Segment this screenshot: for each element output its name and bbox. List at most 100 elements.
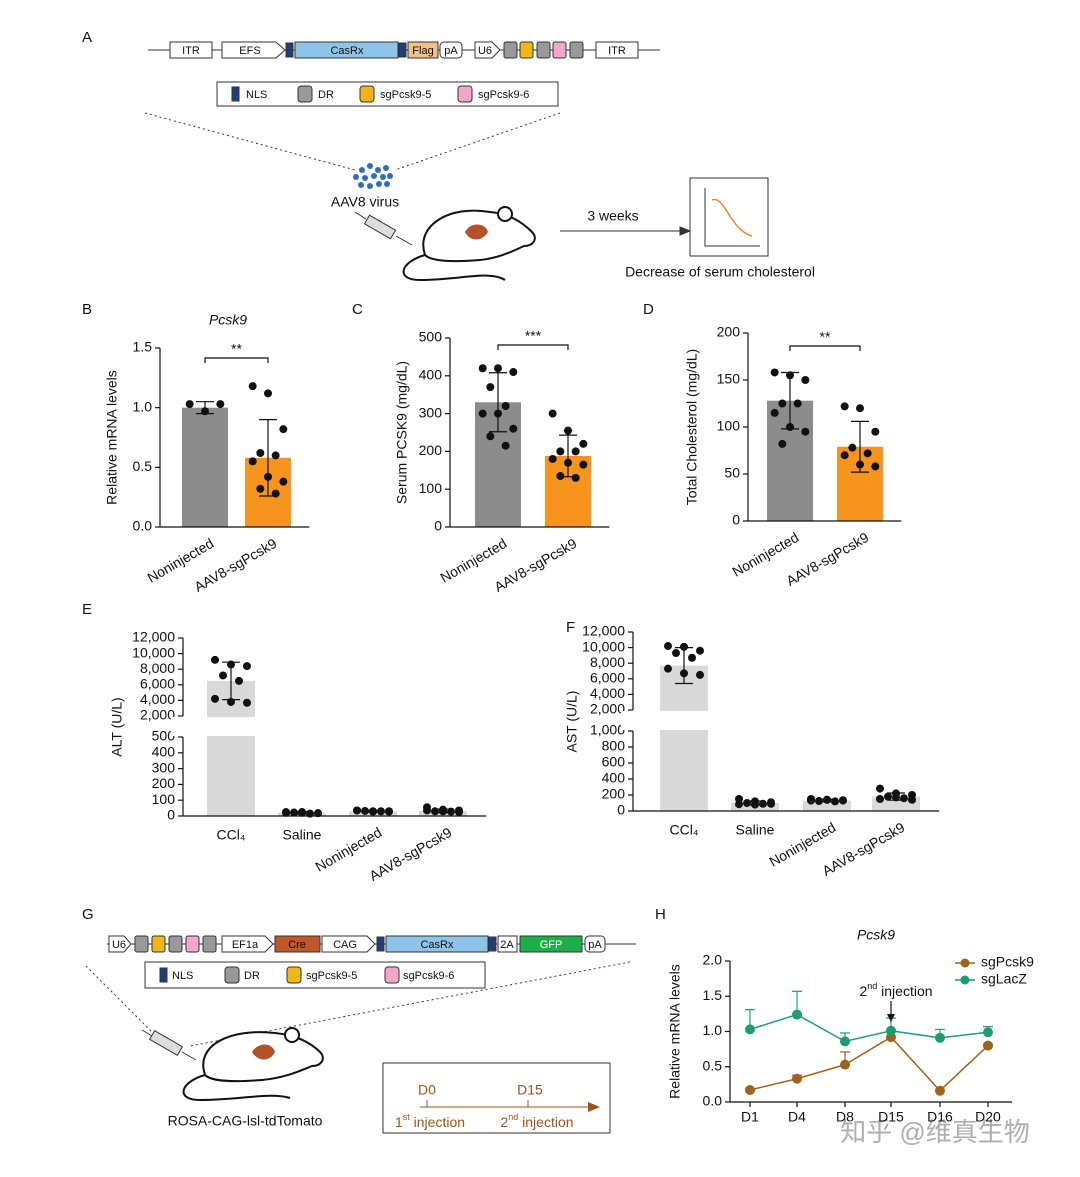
y-axis-label: Serum PCSK9 (mg/dL) (394, 361, 410, 504)
data-point (248, 382, 257, 391)
data-point (840, 1059, 850, 1070)
significance-label: ** (231, 341, 242, 357)
data-point (431, 807, 439, 816)
y-tick-label: 1,000 (590, 722, 625, 738)
panel-letter: C (352, 301, 363, 318)
y-tick-label: 400 (419, 367, 443, 383)
x-tick-label: D20 (975, 1109, 1001, 1125)
injection-number: 2 (500, 1114, 508, 1130)
element-label: Cre (288, 939, 306, 951)
y-tick-label: 500 (419, 329, 443, 345)
data-point (509, 424, 518, 433)
data-point (778, 399, 787, 408)
itr (169, 41, 213, 59)
panel-letter: D (643, 301, 654, 318)
sg6 (185, 935, 200, 953)
element-label: CAG (333, 939, 357, 951)
legend-label: sgPcsk9-6 (478, 89, 529, 101)
y-tick-label: 0 (434, 518, 442, 534)
x-tick-label: D15 (878, 1109, 904, 1125)
panel-letter: G (82, 906, 94, 923)
pa (439, 41, 463, 59)
data-point (385, 807, 393, 816)
data-point (509, 368, 518, 377)
significance-label: *** (525, 328, 542, 344)
syringe (354, 211, 413, 246)
element-label: GFP (540, 939, 563, 951)
y-axis-label: Total Cholesterol (mg/dL) (684, 349, 700, 505)
panel-a: A ITR EFS CasRx Flag pA U6 ITR NLS DR sg… (82, 29, 815, 282)
data-point (792, 1009, 802, 1020)
data-point (745, 1024, 755, 1035)
data-point (201, 407, 209, 416)
element-label: EF1a (232, 939, 259, 951)
data-point (478, 364, 487, 373)
annotation-arrow-head (887, 1014, 895, 1022)
casrx (294, 41, 399, 59)
u6 (474, 41, 501, 59)
axis-break (621, 711, 942, 730)
data-point (815, 797, 823, 805)
data-point (185, 400, 194, 409)
outcome-label: Decrease of serum cholesterol (625, 264, 815, 280)
data-point (478, 409, 487, 418)
data-point (823, 795, 831, 804)
legend-swatch (359, 85, 375, 103)
legend-label: sgPcsk9-5 (306, 970, 357, 982)
y-tick-label: 0.5 (703, 1057, 723, 1073)
data-point (423, 806, 431, 815)
data-point (876, 784, 884, 793)
data-point (264, 389, 272, 398)
y-tick-label: 400 (602, 770, 626, 786)
y-tick-label: 600 (602, 754, 626, 770)
data-point (556, 471, 565, 480)
y-axis-label: Relative mRNA levels (667, 964, 683, 1099)
data-point (290, 808, 298, 817)
x-tick-label: CCl₄ (216, 827, 245, 843)
data-point (863, 449, 872, 458)
y-tick-label: 200 (152, 775, 176, 791)
nls (285, 42, 294, 58)
data-point (792, 1073, 802, 1084)
watermark: 知乎 @维真生物 (840, 1117, 1030, 1147)
chart-title: Pcsk9 (857, 927, 895, 943)
data-point (548, 454, 557, 463)
significance-bracket (497, 344, 569, 350)
data-point (548, 409, 557, 418)
data-point (271, 489, 280, 498)
data-point (298, 808, 306, 817)
pa (584, 935, 606, 953)
data-point (664, 642, 672, 651)
itr (595, 41, 639, 59)
axis-break (171, 717, 489, 736)
data-point (770, 408, 779, 417)
panel-letter: E (82, 601, 92, 618)
nls (376, 936, 385, 952)
annotation-sup: nd (867, 981, 877, 991)
y-tick-label: 0.5 (133, 458, 153, 474)
legend-label: DR (318, 89, 334, 101)
data-point (751, 800, 759, 809)
legend-swatch (159, 967, 168, 983)
dr (503, 41, 518, 59)
chart-title: Pcsk9 (209, 312, 247, 328)
error-bar (489, 372, 507, 433)
y-tick-label: 400 (152, 744, 176, 760)
data-point (369, 807, 377, 816)
arrow-head (679, 226, 692, 236)
data-point (696, 670, 704, 679)
bar (872, 796, 920, 811)
data-point (256, 449, 265, 458)
sg6 (552, 41, 567, 59)
y-tick-label: 10,000 (582, 638, 625, 654)
dr (168, 935, 183, 953)
y-axis-label: ALT (U/L) (109, 697, 125, 756)
2a (497, 935, 518, 953)
annotation-text: injection (877, 983, 932, 999)
injection-text: injection (410, 1114, 465, 1130)
virus-label: AAV8 virus (331, 194, 399, 210)
data-point (314, 809, 322, 818)
nls (398, 42, 407, 58)
data-point (486, 383, 495, 392)
y-tick-label: 300 (419, 404, 443, 420)
